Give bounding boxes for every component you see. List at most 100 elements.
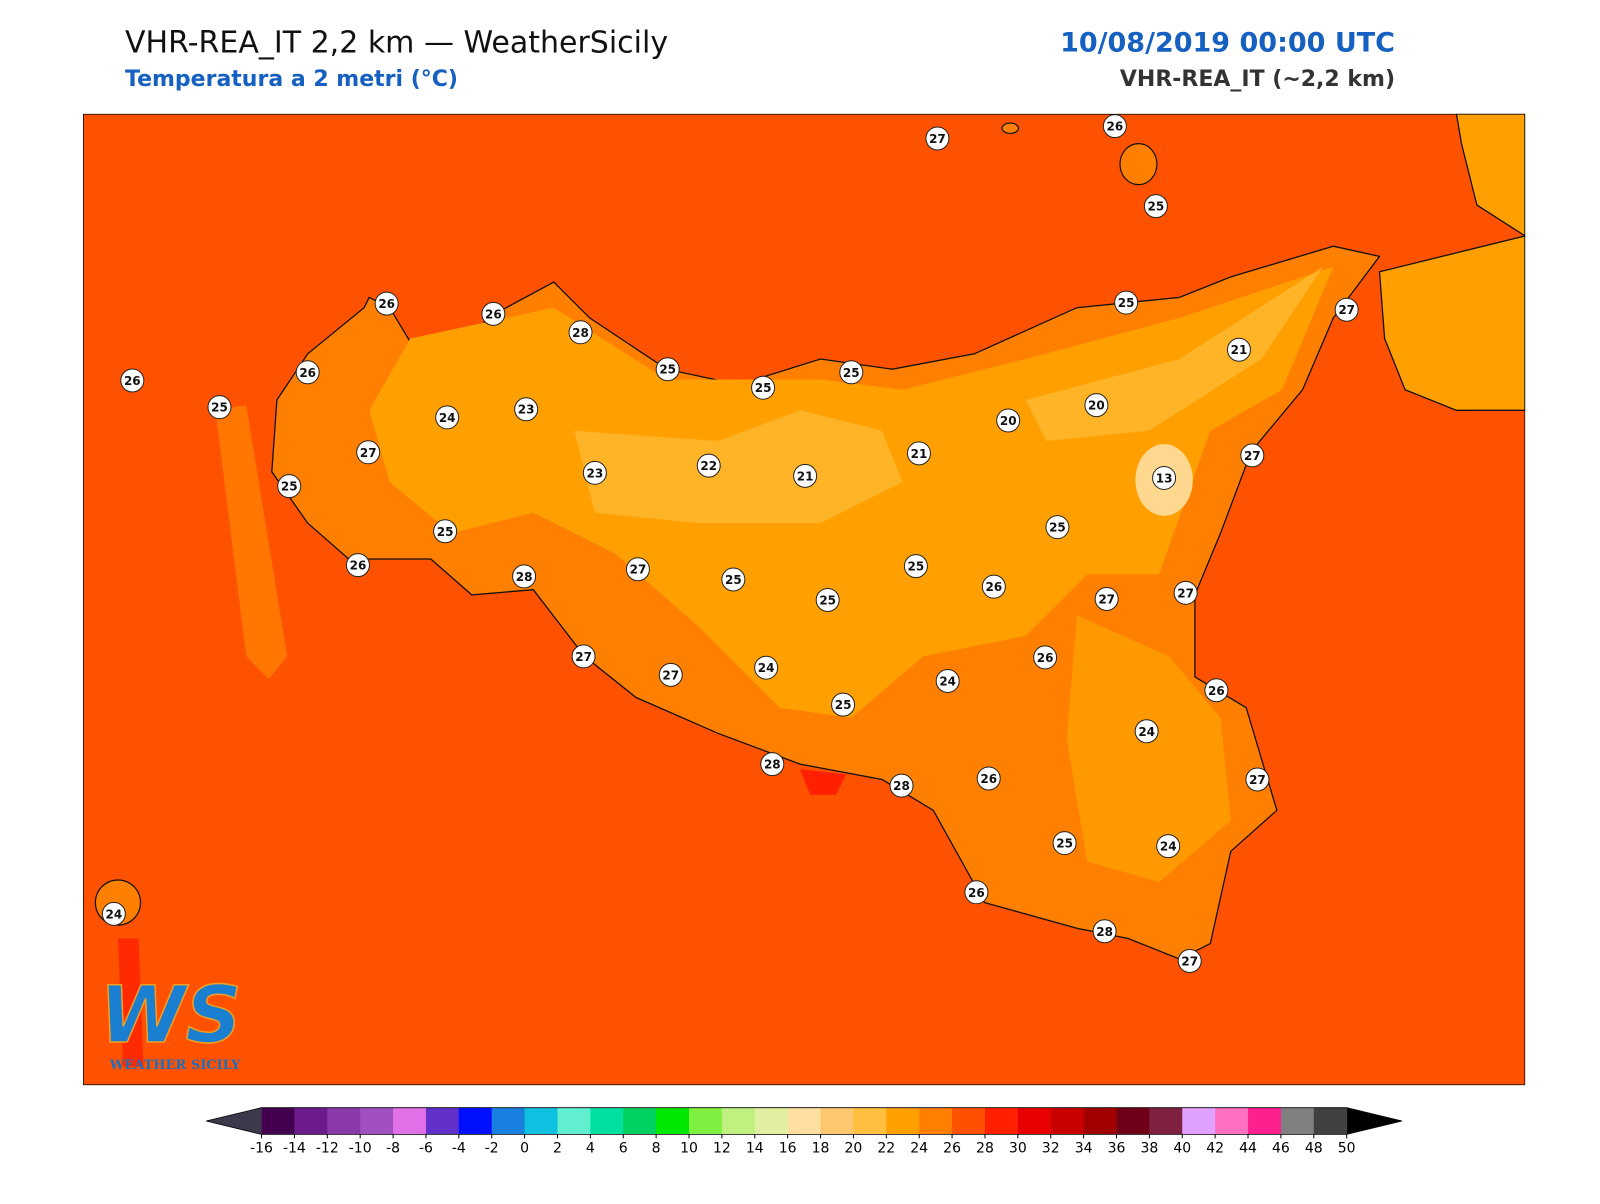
station-marker xyxy=(760,752,785,777)
station-marker xyxy=(1092,919,1117,944)
hot-spot xyxy=(800,769,847,795)
station-marker xyxy=(356,440,381,465)
station-value: 26 xyxy=(1107,120,1124,134)
tick-label: 38 xyxy=(1140,1140,1158,1156)
station-value: 25 xyxy=(755,381,772,395)
station-marker xyxy=(207,395,232,420)
tick-label: 12 xyxy=(713,1140,731,1156)
station-value: 20 xyxy=(1088,399,1105,413)
station-marker xyxy=(568,320,593,345)
land xyxy=(215,405,288,679)
land-light xyxy=(574,410,903,524)
station-marker xyxy=(1226,337,1251,362)
station-marker xyxy=(1134,719,1159,744)
station-marker xyxy=(1102,114,1127,139)
island xyxy=(1119,142,1158,186)
station-marker xyxy=(996,408,1021,433)
tick-label: 10 xyxy=(680,1140,698,1156)
tick-label: 28 xyxy=(976,1140,994,1156)
station-value: 20 xyxy=(1000,414,1017,428)
station-value: 24 xyxy=(1160,840,1177,854)
station-marker xyxy=(1052,831,1077,856)
under-arrow xyxy=(206,1107,262,1135)
color-bin xyxy=(787,1107,822,1135)
color-bin xyxy=(623,1107,657,1135)
station-value: 13 xyxy=(1156,471,1173,485)
color-bin xyxy=(689,1107,723,1135)
station-marker xyxy=(1245,767,1270,792)
station-value: 27 xyxy=(630,563,647,577)
station-marker xyxy=(1114,290,1139,315)
hot-spot xyxy=(117,938,144,1067)
tick-label: -6 xyxy=(419,1140,433,1156)
station-marker xyxy=(1240,443,1265,468)
model: VHR-REA_IT (~2,2 km) xyxy=(1120,67,1395,92)
station-marker xyxy=(903,554,928,579)
tick-label: 34 xyxy=(1075,1140,1093,1156)
color-bin xyxy=(425,1107,460,1135)
station-marker xyxy=(658,662,683,687)
station-marker xyxy=(935,669,960,694)
station-marker xyxy=(512,564,537,589)
color-bin xyxy=(261,1107,295,1135)
station-value: 27 xyxy=(929,132,946,146)
station-value: 22 xyxy=(700,459,717,473)
station-value: 26 xyxy=(985,580,1002,594)
station-marker xyxy=(815,588,840,612)
station-value: 25 xyxy=(1118,296,1135,310)
tick-label: 30 xyxy=(1009,1140,1027,1156)
color-bin xyxy=(754,1107,789,1135)
tick-label: 36 xyxy=(1108,1140,1126,1156)
station-marker xyxy=(374,291,399,316)
station-value: 26 xyxy=(968,886,985,900)
station-marker xyxy=(481,301,506,326)
tick-label: 6 xyxy=(619,1140,628,1156)
station-marker xyxy=(655,357,680,382)
station-value: 25 xyxy=(1056,837,1073,851)
tick-label: 8 xyxy=(652,1140,661,1156)
station-marker xyxy=(1156,834,1181,859)
station-value: 24 xyxy=(1138,725,1155,739)
station-marker xyxy=(1045,515,1070,540)
calabria xyxy=(1455,113,1526,237)
color-bin xyxy=(294,1107,328,1135)
color-bin xyxy=(393,1107,427,1135)
station-marker xyxy=(582,460,607,485)
station-value: 26 xyxy=(299,366,316,380)
station-marker xyxy=(889,773,914,798)
station-value: 25 xyxy=(211,401,228,415)
tick-label: 46 xyxy=(1272,1140,1290,1156)
color-bin xyxy=(1149,1107,1183,1135)
tick-label: 16 xyxy=(779,1140,797,1156)
station-marker xyxy=(1143,194,1168,219)
station-marker xyxy=(1334,297,1359,322)
color-bin xyxy=(1248,1107,1282,1135)
tick-label: -14 xyxy=(283,1140,306,1156)
tick-label: -16 xyxy=(250,1140,273,1156)
station-value: 27 xyxy=(1098,592,1115,606)
station-marker xyxy=(1094,586,1119,611)
station-value: 25 xyxy=(908,560,925,574)
station-marker xyxy=(514,397,539,422)
color-bin xyxy=(360,1107,394,1135)
station-marker xyxy=(976,766,1001,791)
station-marker xyxy=(906,441,931,466)
station-marker xyxy=(435,405,460,430)
station-value: 23 xyxy=(518,403,535,417)
station-marker xyxy=(625,557,650,582)
tick-label: 20 xyxy=(845,1140,863,1156)
station-value: 26 xyxy=(1208,684,1225,698)
station-value: 27 xyxy=(1177,586,1194,600)
station-marker xyxy=(295,360,320,385)
color-bin xyxy=(984,1107,1019,1135)
colorbar: -16 -14 -12 -10 -8 -6 -4 -2 0 2 4 6 8 10 12 14 16 18 20 22 2… xyxy=(206,1107,1403,1156)
station-value: 24 xyxy=(439,411,456,425)
color-bin xyxy=(1215,1107,1249,1135)
station-marker xyxy=(793,463,818,488)
tick-label: -8 xyxy=(386,1140,400,1156)
station-marker xyxy=(1084,393,1109,418)
color-bin xyxy=(1313,1107,1348,1135)
station-value: 25 xyxy=(843,366,860,380)
station-value: 25 xyxy=(725,573,742,587)
